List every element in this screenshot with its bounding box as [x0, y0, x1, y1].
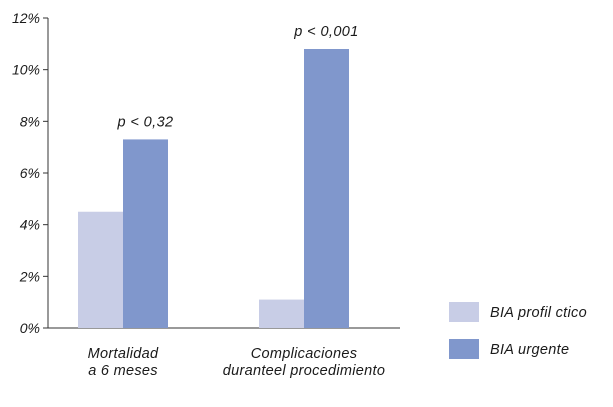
- category-label: Complicaciones: [251, 346, 358, 362]
- category-label: Mortalidad: [88, 346, 159, 362]
- y-tick-label: 6%: [20, 165, 40, 181]
- legend-label: BIA profil ctico: [490, 305, 587, 321]
- bar: [259, 299, 304, 328]
- y-tick-label: 10%: [12, 62, 40, 78]
- bars: [78, 49, 349, 328]
- category-label: a 6 meses: [88, 363, 158, 379]
- y-tick-label: 0%: [20, 320, 40, 336]
- legend-swatch: [449, 339, 479, 359]
- bar: [78, 211, 123, 328]
- category-label: duranteel procedimiento: [223, 363, 385, 379]
- y-tick-label: 12%: [12, 10, 40, 26]
- bar: [123, 139, 168, 328]
- y-tick-label: 2%: [19, 268, 40, 284]
- p-value-label: p < 0,32: [116, 114, 173, 130]
- y-tick-label: 8%: [20, 113, 40, 129]
- legend-swatch: [449, 302, 479, 322]
- y-tick-label: 4%: [20, 217, 40, 233]
- legend: BIA profil ctico BIA urgente: [449, 302, 587, 359]
- p-value-label: p < 0,001: [293, 24, 358, 40]
- p-value-annotations: p < 0,32 p < 0,001: [116, 24, 358, 130]
- legend-label: BIA urgente: [490, 342, 569, 358]
- bar: [304, 49, 349, 328]
